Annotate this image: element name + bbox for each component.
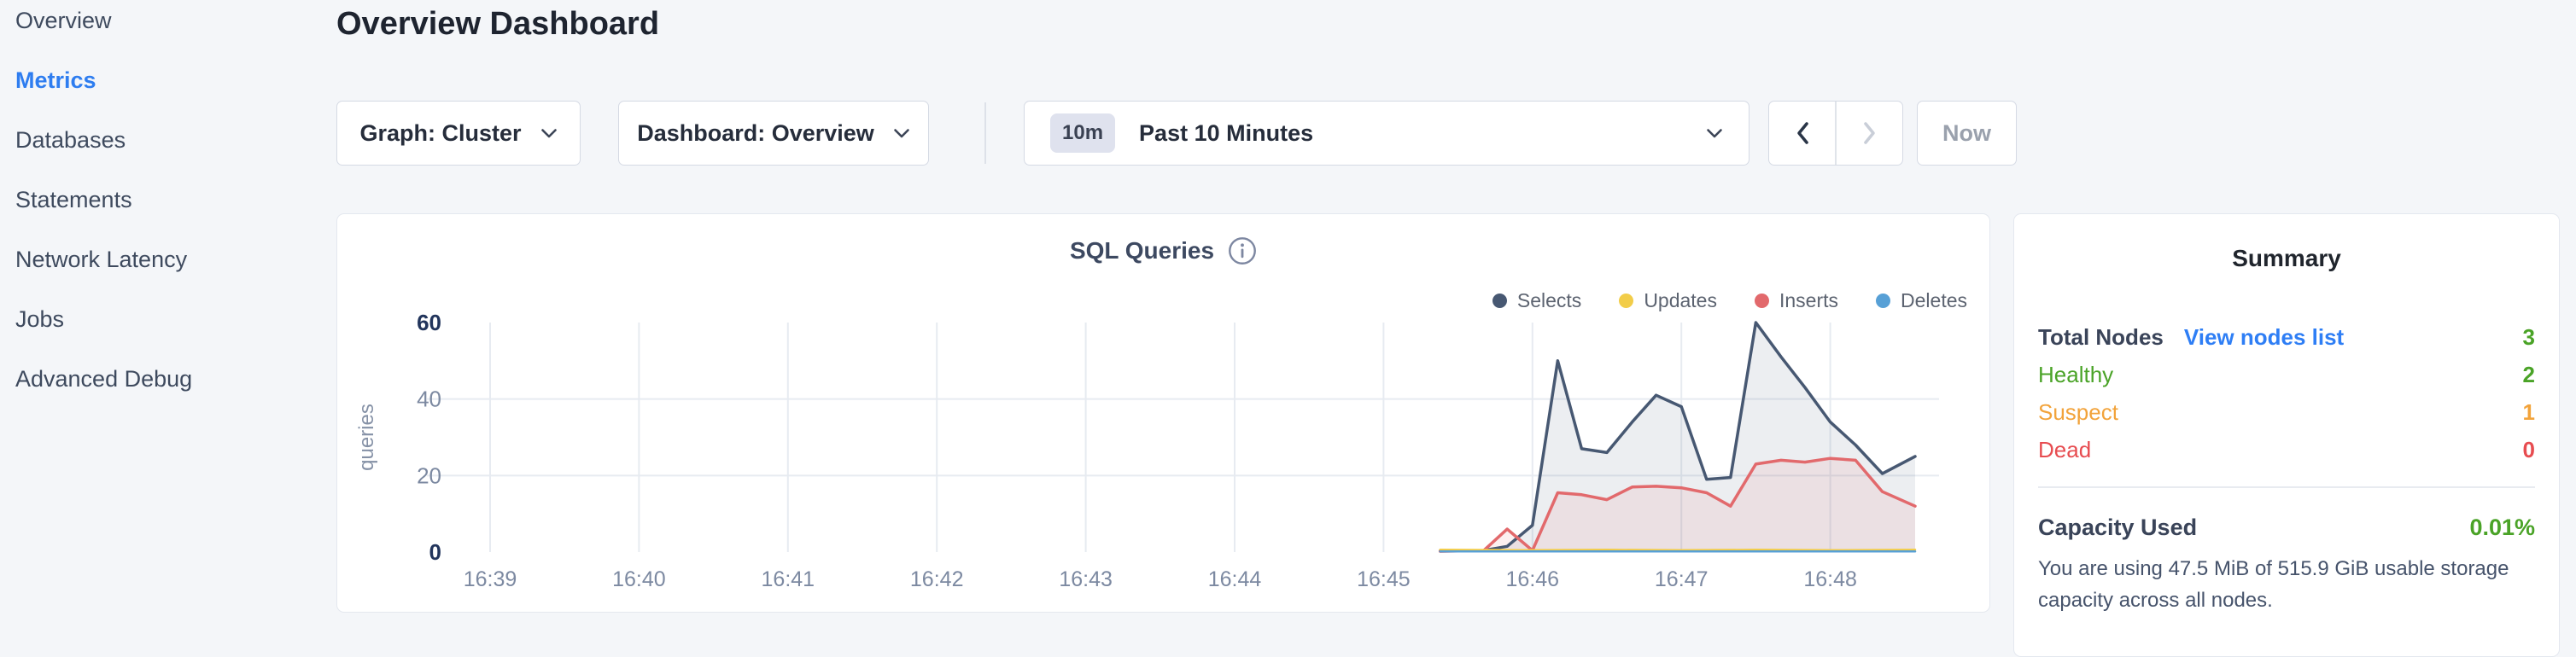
now-button-label: Now [1942, 119, 1991, 146]
dead-label: Dead [2038, 436, 2092, 462]
node-status-rows: Healthy 2 Suspect 1 Dead 0 [2038, 356, 2535, 468]
dashboard-dropdown[interactable]: Dashboard: Overview [618, 101, 929, 166]
y-tick-label: 0 [429, 539, 441, 565]
summary-divider [2038, 486, 2535, 488]
x-tick-label: 16:48 [1803, 567, 1857, 591]
sidebar-item-statements[interactable]: Statements [15, 186, 132, 212]
x-tick-label: 16:39 [464, 567, 517, 591]
legend-dot [1754, 294, 1769, 308]
chevron-right-icon [1863, 122, 1875, 144]
summary-row-suspect: Suspect 1 [2038, 393, 2535, 431]
healthy-label: Healthy [2038, 361, 2114, 387]
capacity-used-value: 0.01% [2469, 514, 2535, 540]
info-icon[interactable] [1228, 236, 1257, 265]
capacity-caption: You are using 47.5 MiB of 515.9 GiB usab… [2038, 557, 2509, 612]
time-pager [1768, 101, 1903, 166]
legend-dot [1492, 294, 1507, 308]
summary-body: Total Nodes View nodes list 3 Healthy 2 Su… [2038, 318, 2535, 616]
sidebar: Overview Metrics Databases Statements Networ… [0, 0, 324, 409]
summary-row-dead: Dead 0 [2038, 431, 2535, 468]
summary-row-healthy: Healthy 2 [2038, 356, 2535, 393]
suspect-value: 1 [2522, 398, 2535, 425]
x-tick-label: 16:46 [1506, 567, 1560, 591]
summary-panel: Summary Total Nodes View nodes list 3 He… [2013, 213, 2560, 657]
sql-queries-chart[interactable]: 0 20 40 60 16:39 16:40 16:41 16:42 16:43 16:44 16:… [337, 214, 1991, 613]
summary-title: Summary [2232, 245, 2341, 271]
y-tick-label: 20 [417, 462, 441, 488]
x-tick-label: 16:44 [1208, 567, 1262, 591]
chart-title: SQL Queries [1069, 237, 1215, 264]
chevron-down-icon [1707, 128, 1722, 137]
total-nodes-label: Total Nodes [2038, 323, 2164, 350]
legend-item-inserts: Inserts [1754, 289, 1839, 312]
x-tick-label: 16:41 [762, 567, 815, 591]
legend-item-updates: Updates [1619, 289, 1717, 312]
sidebar-item-network-latency[interactable]: Network Latency [15, 246, 188, 272]
sql-queries-card: SQL Queries Selects Updates Inserts Deletes… [336, 213, 1990, 613]
dead-value: 0 [2522, 436, 2535, 462]
chevron-down-icon [540, 128, 557, 137]
sidebar-item-metrics[interactable]: Metrics [15, 67, 96, 93]
summary-row-total-nodes: Total Nodes View nodes list 3 [2038, 318, 2535, 356]
selects-line [1438, 321, 1917, 553]
chart-title-row: SQL Queries [337, 236, 1989, 265]
controls-divider [984, 102, 986, 164]
sidebar-item-overview[interactable]: Overview [15, 7, 112, 33]
y-tick-label: 60 [417, 310, 441, 335]
legend-dot [1619, 294, 1634, 308]
chart-legend: Selects Updates Inserts Deletes [1492, 289, 1967, 312]
dashboard-dropdown-label: Dashboard: Overview [637, 119, 874, 146]
updates-line [1439, 549, 1917, 552]
y-axis-label: queries [355, 404, 378, 471]
time-window-label: Past 10 Minutes [1139, 119, 1314, 146]
graph-dropdown[interactable]: Graph: Cluster [336, 101, 581, 166]
legend-label: Selects [1516, 289, 1582, 311]
x-tick-label: 16:40 [612, 567, 666, 591]
page-title: Overview Dashboard [336, 6, 660, 42]
legend-label: Inserts [1779, 289, 1839, 311]
x-tick-label: 16:45 [1357, 567, 1411, 591]
inserts-line [1438, 456, 1917, 553]
capacity-used-label: Capacity Used [2038, 514, 2198, 540]
legend-label: Updates [1644, 289, 1717, 311]
y-tick-label: 40 [417, 387, 441, 412]
x-tick-label: 16:43 [1059, 567, 1113, 591]
chevron-left-icon [1796, 122, 1808, 144]
time-window-dropdown[interactable]: 10m Past 10 Minutes [1024, 101, 1749, 166]
view-nodes-list-link[interactable]: View nodes list [2183, 323, 2345, 350]
chevron-down-icon [893, 128, 909, 137]
graph-dropdown-label: Graph: Cluster [359, 119, 522, 146]
legend-item-deletes: Deletes [1876, 289, 1967, 312]
inserts-area [1440, 458, 1915, 552]
legend-label: Deletes [1901, 289, 1967, 311]
sidebar-item-advanced-debug[interactable]: Advanced Debug [15, 365, 193, 392]
now-button[interactable]: Now [1917, 101, 2017, 166]
summary-row-capacity: Capacity Used 0.01% [2038, 509, 2535, 546]
prev-time-button[interactable] [1769, 102, 1837, 165]
x-tick-label: 16:42 [910, 567, 964, 591]
total-nodes-value: 3 [2522, 323, 2535, 350]
legend-item-selects: Selects [1492, 289, 1581, 312]
time-window-badge: 10m [1050, 113, 1116, 153]
sidebar-item-jobs[interactable]: Jobs [15, 305, 65, 332]
sidebar-item-databases[interactable]: Databases [15, 126, 126, 153]
healthy-value: 2 [2522, 361, 2535, 387]
selects-area [1440, 323, 1915, 552]
x-tick-label: 16:47 [1655, 567, 1709, 591]
legend-dot [1876, 294, 1891, 308]
next-time-button[interactable] [1837, 102, 1902, 165]
suspect-label: Suspect [2038, 398, 2118, 425]
